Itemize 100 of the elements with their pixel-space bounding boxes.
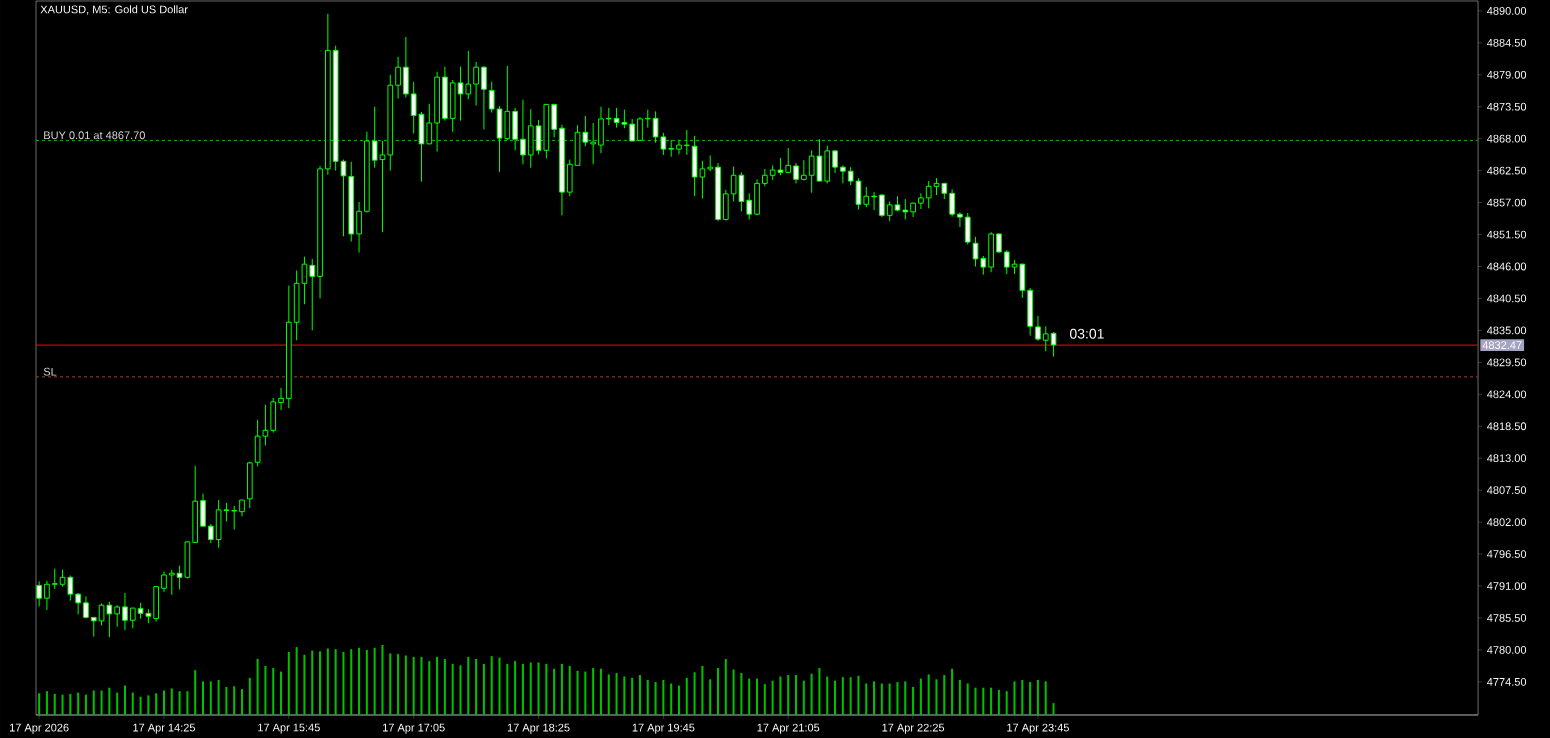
bar xyxy=(904,681,907,715)
candlestick xyxy=(879,193,885,218)
bar xyxy=(131,692,134,715)
bar xyxy=(951,668,954,715)
bar xyxy=(490,656,493,715)
bar xyxy=(919,678,922,715)
bar xyxy=(709,679,712,715)
bar xyxy=(194,670,197,715)
bar xyxy=(404,655,407,715)
y-tick-label: 4879.00 xyxy=(1487,70,1527,79)
candlestick xyxy=(309,258,316,331)
bar xyxy=(397,654,400,715)
x-tick-label: 17 Apr 17:05 xyxy=(383,723,445,734)
bar xyxy=(966,683,969,715)
candlestick xyxy=(481,65,487,130)
candlestick xyxy=(356,201,362,254)
x-tick-label: 17 Apr 21:05 xyxy=(757,723,820,734)
bar xyxy=(373,647,376,715)
bar xyxy=(69,693,72,715)
y-tick-label: 4857.00 xyxy=(1487,198,1527,207)
bar xyxy=(248,677,251,715)
bar xyxy=(92,690,95,715)
bar xyxy=(498,657,501,715)
ref-line-label: SL xyxy=(43,367,57,376)
bar xyxy=(116,692,119,715)
bar xyxy=(162,690,165,715)
bar xyxy=(537,662,540,715)
ref-line-label: BUY 0.01 at 4867.70 xyxy=(44,131,145,140)
candlestick xyxy=(902,198,909,220)
bar xyxy=(233,686,236,715)
bar xyxy=(467,656,470,715)
bar xyxy=(662,679,665,715)
candlestick xyxy=(637,116,643,141)
candlestick xyxy=(785,147,792,174)
bar xyxy=(529,662,532,715)
bar xyxy=(857,675,860,715)
y-tick-label: 4890.00 xyxy=(1487,6,1527,15)
bar xyxy=(1036,679,1039,715)
y-tick-label: 4824.00 xyxy=(1487,390,1527,399)
bar xyxy=(982,687,985,715)
x-tick-label: 17 Apr 15:45 xyxy=(258,723,320,734)
bar xyxy=(834,680,837,715)
candlestick xyxy=(129,607,136,629)
x-tick-label: 17 Apr 23:45 xyxy=(1007,723,1069,734)
bar xyxy=(155,693,158,715)
bar xyxy=(147,695,150,715)
candlestick xyxy=(629,118,636,142)
bar xyxy=(1029,682,1032,715)
bar xyxy=(436,656,439,715)
bar xyxy=(1013,681,1016,715)
bar xyxy=(795,675,798,715)
candlestick xyxy=(90,616,97,638)
bar xyxy=(295,647,298,715)
bar xyxy=(896,682,899,715)
candlestick xyxy=(1035,315,1041,342)
y-tick-label: 4873.50 xyxy=(1487,102,1527,111)
annotation: 03:01 xyxy=(1069,328,1104,339)
y-tick-label: 4791.00 xyxy=(1487,582,1527,590)
chart-title: XAUUSD, M5: Gold US Dollar xyxy=(40,5,188,15)
bar xyxy=(45,691,48,715)
y-tick-label: 4796.50 xyxy=(1487,550,1527,558)
bar xyxy=(1005,691,1008,715)
bar xyxy=(209,681,212,715)
y-tick-label: 4868.00 xyxy=(1487,134,1527,143)
y-tick-label: 4785.50 xyxy=(1487,614,1527,622)
bar xyxy=(475,658,478,715)
candlestick xyxy=(114,604,121,628)
bar xyxy=(326,648,329,715)
bar xyxy=(568,665,571,715)
bar xyxy=(545,663,548,715)
bar xyxy=(763,684,766,715)
bar xyxy=(615,672,618,715)
bar xyxy=(459,665,462,715)
bar xyxy=(701,665,704,715)
bar xyxy=(865,683,868,715)
candlestick xyxy=(644,109,651,129)
bar xyxy=(186,691,189,715)
bar xyxy=(521,663,524,715)
candlestick xyxy=(683,129,690,156)
x-tick-label: 17 Apr 22:25 xyxy=(882,723,945,734)
candlestick xyxy=(231,505,238,531)
bar xyxy=(319,651,322,715)
y-tick-label: 4807.50 xyxy=(1487,486,1527,495)
candlestick xyxy=(161,570,167,593)
bar xyxy=(451,663,454,715)
bar xyxy=(303,654,306,715)
bar xyxy=(670,683,673,715)
bar xyxy=(287,651,290,715)
candlestick xyxy=(863,186,870,208)
candlestick xyxy=(1050,331,1057,358)
bar xyxy=(272,668,275,715)
bar xyxy=(334,649,337,715)
y-tick-label: 4846.00 xyxy=(1487,262,1527,271)
bar xyxy=(841,677,844,715)
bar xyxy=(201,681,205,715)
x-tick-label: 17 Apr 18:25 xyxy=(507,723,570,734)
bar xyxy=(1044,681,1047,715)
bar xyxy=(100,690,103,715)
candlestick xyxy=(207,523,214,544)
bar xyxy=(997,689,1000,715)
